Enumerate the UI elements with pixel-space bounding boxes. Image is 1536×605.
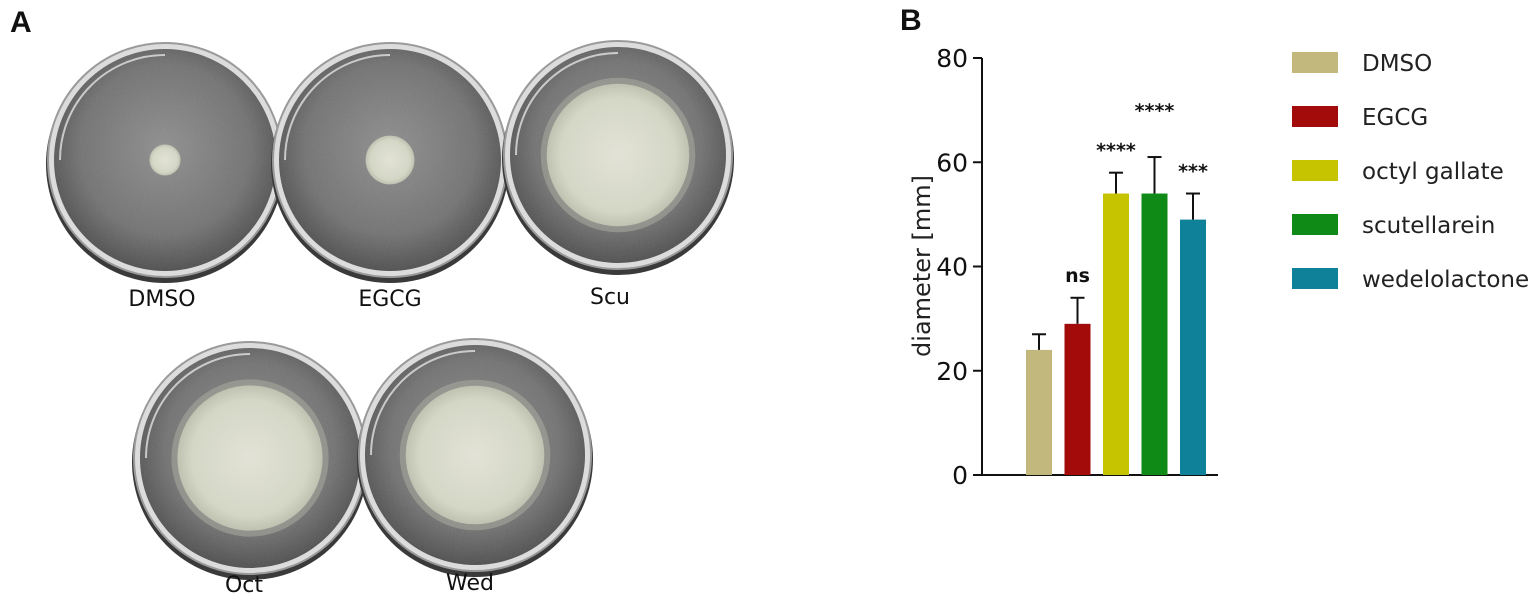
legend-swatch [1292,214,1338,235]
legend-swatch [1292,106,1338,127]
plate-label: EGCG [358,287,421,312]
significance-label: **** [1135,100,1175,122]
petri-dish-photos: DMSO EGCG Scu Oct Wed [46,40,734,598]
petri-dish: Wed [357,338,593,596]
legend-item: wedelolactone [1292,267,1529,293]
petri-dish: Oct [132,341,368,598]
significance-label: **** [1096,140,1136,162]
y-tick-label: 40 [936,253,968,282]
legend-label: wedelolactone [1362,267,1529,293]
legend-swatch [1292,160,1338,181]
legend-item: DMSO [1292,51,1432,77]
legend-item: octyl gallate [1292,159,1504,185]
legend-swatch [1292,52,1338,73]
petri-dish: EGCG [271,42,509,312]
legend-item: EGCG [1292,105,1428,131]
fungal-colony [546,83,690,227]
plate-label: Scu [590,285,630,310]
y-tick-label: 80 [936,44,968,73]
legend-label: EGCG [1362,105,1428,131]
legend-item: scutellarein [1292,213,1495,239]
legend-swatch [1292,268,1338,289]
plate-label: DMSO [128,287,195,312]
y-tick-label: 0 [952,461,968,490]
panel-b-label: B [900,4,922,37]
bar-scutellarein [1141,193,1168,475]
bar-wedelolactone [1180,219,1206,475]
fungal-colony [405,385,545,525]
panel-a-label: A [10,6,32,39]
legend-label: DMSO [1362,51,1432,77]
bar-dmso [1026,349,1052,475]
y-tick-label: 20 [936,357,968,386]
y-axis-title: diameter [mm] [908,175,936,357]
fungal-colony [177,385,323,531]
petri-dish: DMSO [46,42,284,312]
petri-dish: Scu [502,40,734,310]
fungal-colony [365,135,415,185]
significance-label: ns [1065,265,1090,287]
significance-label: *** [1178,161,1208,183]
bar-octyl-gallate [1103,193,1129,475]
bar-egcg [1064,323,1091,475]
legend-label: octyl gallate [1362,159,1504,185]
fungal-colony [149,144,181,176]
plate-label: Oct [225,573,263,598]
plate-label: Wed [446,571,494,596]
y-tick-label: 60 [936,148,968,177]
legend-label: scutellarein [1362,213,1495,239]
